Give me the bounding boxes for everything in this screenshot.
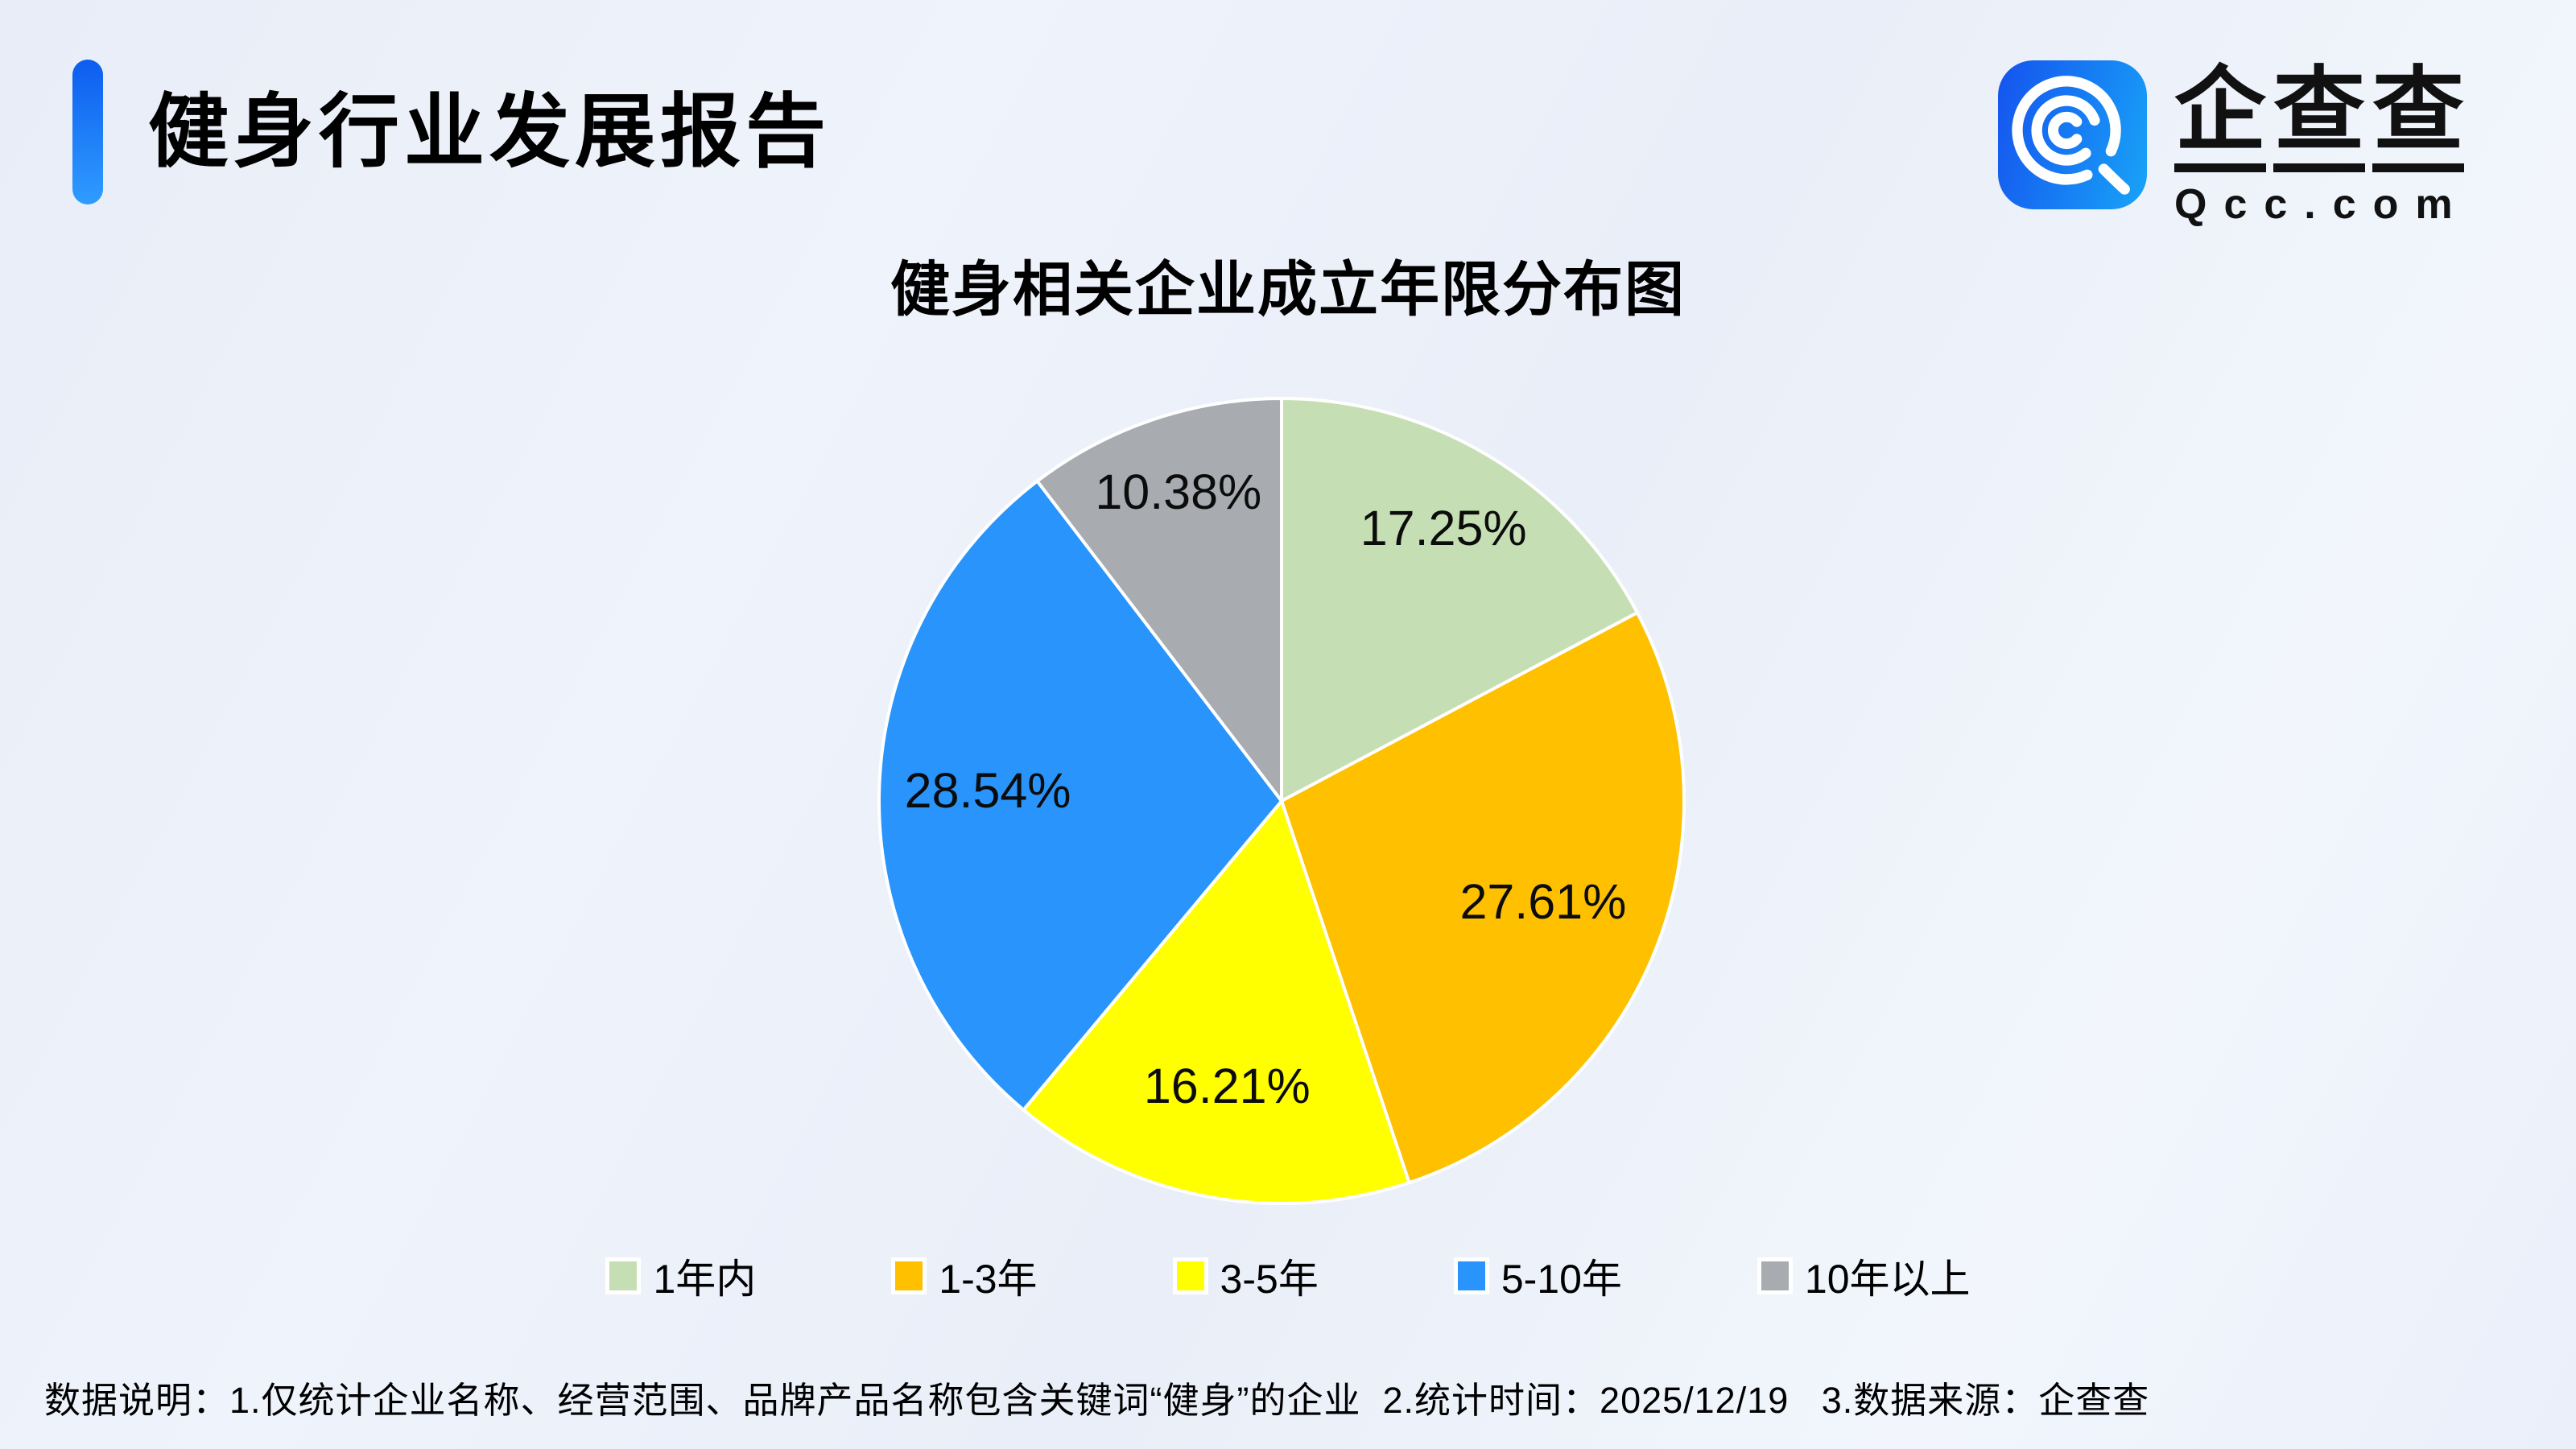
legend-marker bbox=[1453, 1257, 1489, 1294]
pie-slice-5-10年 bbox=[877, 479, 1283, 1112]
pie-slice-value-label: 10.38% bbox=[1095, 464, 1261, 519]
legend-marker bbox=[891, 1257, 927, 1294]
pie-slice-value-label: 16.21% bbox=[1144, 1059, 1311, 1113]
legend-marker bbox=[605, 1257, 642, 1294]
pie-slice-value-label: 27.61% bbox=[1459, 874, 1626, 929]
qcc-brand-char: 查 bbox=[2273, 65, 2366, 172]
pie-slice-value-label: 28.54% bbox=[905, 763, 1071, 818]
footer-note: 数据说明：1.仅统计企业名称、经营范围、品牌产品名称包含关键词“健身”的企业 2… bbox=[44, 1380, 2150, 1421]
legend-label: 5-10年 bbox=[1501, 1257, 1622, 1302]
legend-label: 10年以上 bbox=[1804, 1257, 1971, 1302]
qcc-domain: Qcc.com bbox=[2174, 181, 2470, 228]
page-title: 健身行业发展报告 bbox=[148, 87, 831, 177]
pie-slice-3-5年 bbox=[1022, 799, 1411, 1205]
legend-label: 3-5年 bbox=[1220, 1257, 1319, 1302]
pie-chart: 17.25% 27.61% 16.21% 28.54% 10.38% bbox=[839, 358, 1724, 1244]
qcc-brand-char: 查 bbox=[2372, 65, 2465, 172]
chart-legend: 1年内 1-3年 3-5年 5-10年 10年以上 bbox=[0, 1244, 2576, 1308]
qcc-logo: 企查查 Qcc.com bbox=[1998, 60, 2470, 225]
legend-item-1年内: 1年内 bbox=[605, 1247, 756, 1305]
legend-marker bbox=[1172, 1257, 1208, 1294]
qcc-brand-char: 企 bbox=[2174, 65, 2267, 172]
legend-label: 1年内 bbox=[653, 1257, 757, 1302]
title-accent-bar bbox=[72, 60, 103, 204]
magnifier-q-icon bbox=[2012, 76, 2130, 195]
legend-item-5-10年: 5-10年 bbox=[1453, 1247, 1622, 1305]
legend-item-1-3年: 1-3年 bbox=[891, 1247, 1038, 1305]
chart-title: 健身相关企业成立年限分布图 bbox=[890, 256, 1686, 323]
qcc-logo-icon bbox=[1998, 60, 2147, 209]
pie-slice-value-label: 17.25% bbox=[1360, 501, 1527, 555]
legend-label: 1-3年 bbox=[939, 1257, 1038, 1302]
qcc-logo-text: 企查查 Qcc.com bbox=[2174, 60, 2470, 225]
legend-item-3-5年: 3-5年 bbox=[1172, 1247, 1319, 1305]
qcc-brand-name: 企查查 bbox=[2174, 65, 2465, 172]
pie-svg: 17.25% 27.61% 16.21% 28.54% 10.38% bbox=[877, 397, 1686, 1205]
legend-marker bbox=[1757, 1257, 1793, 1294]
legend-item-10年以上: 10年以上 bbox=[1757, 1247, 1971, 1305]
pie-slice-10年以上 bbox=[1035, 397, 1283, 803]
pie-slice-1年内 bbox=[1280, 397, 1639, 803]
pie-slice-1-3年 bbox=[1280, 611, 1686, 1185]
